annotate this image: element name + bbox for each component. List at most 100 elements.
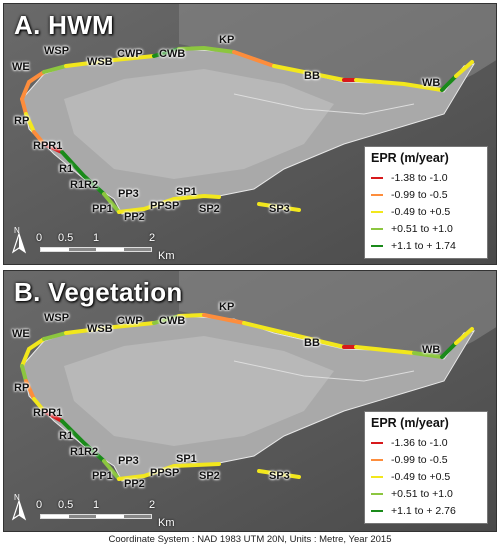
site-label-pp3: PP3 (118, 455, 139, 467)
scale-label-2: 2 (149, 232, 156, 244)
scale-bar: 0 0.5 1 2 Km (32, 232, 175, 264)
site-label-kp: KP (219, 301, 235, 313)
site-label-wsp: WSP (44, 312, 70, 324)
site-label-wb: WB (422, 344, 441, 356)
legend-swatch (371, 193, 383, 196)
panel-title: A. HWM (14, 10, 114, 40)
site-label-cwp: CWP (117, 315, 143, 327)
site-label-rpr1: RPR1 (33, 140, 63, 152)
legend-item: +1.1 to + 1.74 (371, 237, 481, 254)
scale-bar-strip (40, 514, 152, 519)
legend-swatch (371, 210, 383, 213)
scale-label-0: 0 (36, 232, 43, 244)
legend-item: -1.38 to -1.0 (371, 169, 481, 186)
lagoon-area (64, 336, 334, 446)
legend-swatch (371, 475, 383, 478)
scale-label-1: 1 (93, 232, 100, 244)
legend-item: -0.99 to -0.5 (371, 186, 481, 203)
scale-label-05: 0.5 (58, 232, 74, 244)
site-label-pp3: PP3 (118, 188, 139, 200)
panel-title: B. Vegetation (14, 277, 183, 307)
site-label-sp1: SP1 (176, 453, 197, 465)
site-label-kp: KP (219, 34, 235, 46)
site-label-bb: BB (304, 337, 320, 349)
scale-label-2: 2 (149, 499, 156, 511)
north-arrow-icon: N (11, 493, 27, 521)
site-label-pp1: PP1 (92, 470, 113, 482)
legend-item: -0.49 to +0.5 (371, 468, 481, 485)
legend-swatch (371, 458, 383, 461)
legend-item: +0.51 to +1.0 (371, 220, 481, 237)
legend-swatch (371, 492, 383, 495)
site-label-r1: R1 (59, 430, 74, 442)
shoreline-epr (20, 313, 474, 481)
site-label-wsb: WSB (87, 323, 113, 335)
legend-label: -0.49 to +0.5 (391, 205, 451, 218)
legend-swatch (371, 244, 383, 247)
legend-item: -0.49 to +0.5 (371, 203, 481, 220)
site-label-sp3: SP3 (269, 203, 290, 215)
site-label-sp1: SP1 (176, 186, 197, 198)
epr-legend: EPR (m/year) -1.38 to -1.0 -0.99 to -0.5… (364, 146, 488, 259)
mainland (179, 4, 496, 89)
map-background (4, 4, 496, 264)
site-label-pp2: PP2 (124, 478, 145, 490)
site-label-wsb: WSB (87, 56, 113, 68)
site-label-bb: BB (304, 70, 320, 82)
site-label-cwb: CWB (159, 48, 186, 60)
road-line (233, 360, 415, 382)
north-label: N (14, 493, 20, 502)
legend-label: -0.99 to -0.5 (391, 188, 448, 201)
site-label-ppsp: PPSP (150, 200, 180, 212)
legend-item: -1.36 to -1.0 (371, 434, 481, 451)
legend-swatch (371, 176, 383, 179)
scale-bar: 0 0.5 1 2 Km (32, 499, 175, 531)
site-label-sp2: SP2 (199, 470, 220, 482)
footer-caption: Coordinate System : NAD 1983 UTM 20N, Un… (108, 534, 392, 545)
legend-swatch (371, 509, 383, 512)
road-line (233, 93, 415, 115)
legend-swatch (371, 441, 383, 444)
site-label-rp: RP (14, 382, 30, 394)
site-label-r1: R1 (59, 163, 74, 175)
site-label-we: WE (12, 61, 30, 73)
site-label-r1r2: R1R2 (70, 179, 99, 191)
site-label-wsp: WSP (44, 45, 70, 57)
legend-label: +0.51 to +1.0 (391, 487, 453, 500)
legend-item: +0.51 to +1.0 (371, 485, 481, 502)
scale-unit: Km (158, 517, 175, 529)
legend-label: +1.1 to + 1.74 (391, 239, 456, 252)
site-label-rp: RP (14, 115, 30, 127)
site-label-wb: WB (422, 77, 441, 89)
site-label-rpr1: RPR1 (33, 407, 63, 419)
north-label: N (14, 226, 20, 235)
map-panel-vegetation: B. Vegetation WE WSP WSB CWP CWB KP BB W… (3, 270, 497, 532)
site-label-we: WE (12, 328, 30, 340)
north-arrow-icon: N (11, 226, 27, 254)
legend-swatch (371, 227, 383, 230)
lagoon-area (64, 69, 334, 179)
scale-label-0: 0 (36, 499, 43, 511)
scale-label-1: 1 (93, 499, 100, 511)
site-label-cwb: CWB (159, 315, 186, 327)
site-label-r1r2: R1R2 (70, 446, 99, 458)
legend-label: -0.99 to -0.5 (391, 453, 448, 466)
scale-label-05: 0.5 (58, 499, 74, 511)
site-label-sp3: SP3 (269, 470, 290, 482)
legend-label: +0.51 to +1.0 (391, 222, 453, 235)
scale-bar-strip (40, 247, 152, 252)
epr-legend: EPR (m/year) -1.36 to -1.0 -0.99 to -0.5… (364, 411, 488, 524)
legend-label: +1.1 to + 2.76 (391, 504, 456, 517)
map-panel-hwm: A. HWM WE WSP WSB CWP CWB KP BB WB RP RP… (3, 3, 497, 265)
site-label-cwp: CWP (117, 48, 143, 60)
legend-title: EPR (m/year) (371, 416, 449, 430)
site-label-sp2: SP2 (199, 203, 220, 215)
scale-unit: Km (158, 250, 175, 262)
site-label-pp2: PP2 (124, 211, 145, 223)
legend-item: -0.99 to -0.5 (371, 451, 481, 468)
legend-label: -1.38 to -1.0 (391, 171, 448, 184)
shoreline-epr (20, 45, 474, 214)
site-label-pp1: PP1 (92, 203, 113, 215)
legend-item: +1.1 to + 2.76 (371, 502, 481, 519)
legend-title: EPR (m/year) (371, 151, 449, 165)
